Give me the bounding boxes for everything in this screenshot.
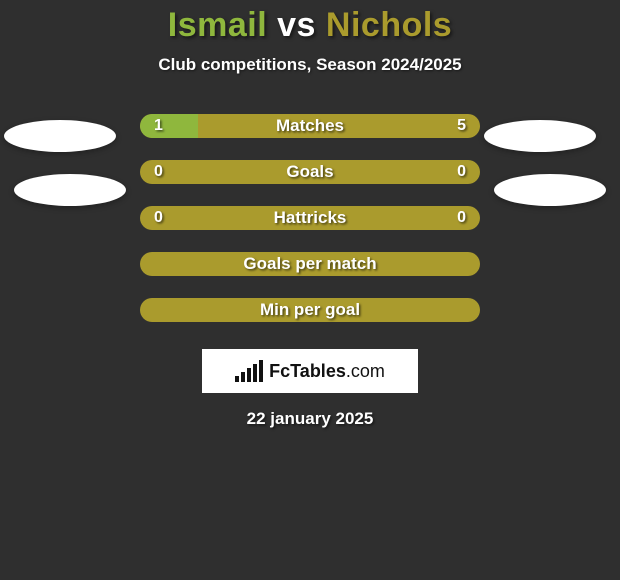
stat-label: Matches [140,114,480,138]
stat-value-left: 1 [154,114,163,138]
stat-label: Hattricks [140,206,480,230]
player2-name: Nichols [326,6,452,44]
vs-text: vs [277,6,316,44]
stat-value-left: 0 [154,206,163,230]
player-badge-left [4,120,116,152]
player1-name: Ismail [168,6,267,44]
subtitle: Club competitions, Season 2024/2025 [0,55,620,75]
stat-bar: Goals0 0 [140,160,480,184]
stat-bar: Min per goal [140,298,480,322]
page-title: Ismail vs Nichols [0,6,620,45]
logo-brand: FcTables [269,361,346,381]
stat-value-right: 5 [457,114,466,138]
comparison-widget: Ismail vs Nichols Club competitions, Sea… [0,0,620,580]
stat-value-right: 0 [457,160,466,184]
player-badge-right [484,120,596,152]
date-text: 22 january 2025 [0,409,620,429]
stat-bar: Goals per match [140,252,480,276]
logo-text: FcTables.com [269,361,385,382]
stat-row: Goals per match [0,241,620,287]
stat-label: Goals per match [140,252,480,276]
logo-bars-icon [235,360,263,382]
stat-value-left: 0 [154,160,163,184]
fctables-logo: FcTables.com [202,349,418,393]
stat-label: Min per goal [140,298,480,322]
stat-bar: Matches1 5 [140,114,480,138]
stat-bar: Hattricks0 0 [140,206,480,230]
player-badge-right [494,174,606,206]
stat-row: Min per goal [0,287,620,333]
logo-tld: .com [346,361,385,381]
stat-value-right: 0 [457,206,466,230]
player-badge-left [14,174,126,206]
stat-label: Goals [140,160,480,184]
